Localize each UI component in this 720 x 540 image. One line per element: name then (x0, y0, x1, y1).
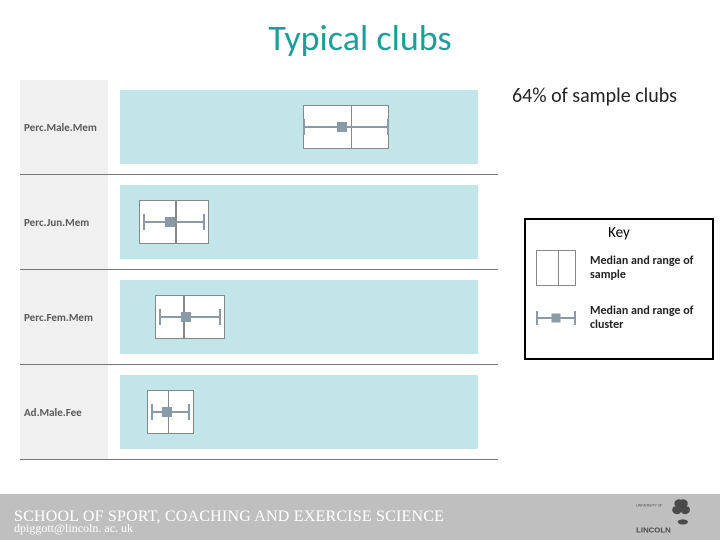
chart-row: Ad.Male.Fee (20, 365, 498, 460)
cluster-median (181, 312, 191, 322)
chart-row: Perc.Fem.Mem (20, 270, 498, 365)
legend-item-cluster: Median and range of cluster (532, 298, 706, 338)
legend-title: Key (532, 224, 706, 242)
chart-row: Perc.Jun.Mem (20, 175, 498, 270)
row-label: Perc.Fem.Mem (20, 270, 108, 364)
callout-text: 64% of sample clubs (512, 84, 677, 108)
legend-label: Median and range of sample (590, 254, 706, 283)
legend-glyph-cluster (532, 298, 580, 338)
row-track (108, 270, 498, 364)
boxplot-chart: Perc.Male.MemPerc.Jun.MemPerc.Fem.MemAd.… (20, 80, 498, 460)
svg-text:LINCOLN: LINCOLN (636, 525, 671, 534)
footer-email: dpiggott@lincoln. ac. uk (14, 521, 133, 536)
cluster-median (165, 217, 175, 227)
svg-text:UNIVERSITY OF: UNIVERSITY OF (636, 503, 662, 507)
row-label: Perc.Male.Mem (20, 80, 108, 174)
row-label: Ad.Male.Fee (20, 365, 108, 459)
row-track (108, 365, 498, 459)
cluster-median (162, 407, 172, 417)
cluster-median (337, 122, 347, 132)
page-title: Typical clubs (0, 0, 720, 66)
legend-item-sample: Median and range of sample (532, 248, 706, 288)
legend-label: Median and range of cluster (590, 304, 706, 333)
row-label: Perc.Jun.Mem (20, 175, 108, 269)
legend: Key Median and range of sample Median an… (524, 218, 714, 360)
university-logo: UNIVERSITY OF LINCOLN (634, 496, 704, 534)
footer: SCHOOL OF SPORT, COACHING AND EXERCISE S… (0, 494, 720, 540)
row-track (108, 175, 498, 269)
row-track (108, 80, 498, 174)
legend-glyph-sample (532, 248, 580, 288)
sample-band (120, 90, 479, 164)
chart-row: Perc.Male.Mem (20, 80, 498, 175)
slide: Typical clubs Perc.Male.MemPerc.Jun.MemP… (0, 0, 720, 540)
